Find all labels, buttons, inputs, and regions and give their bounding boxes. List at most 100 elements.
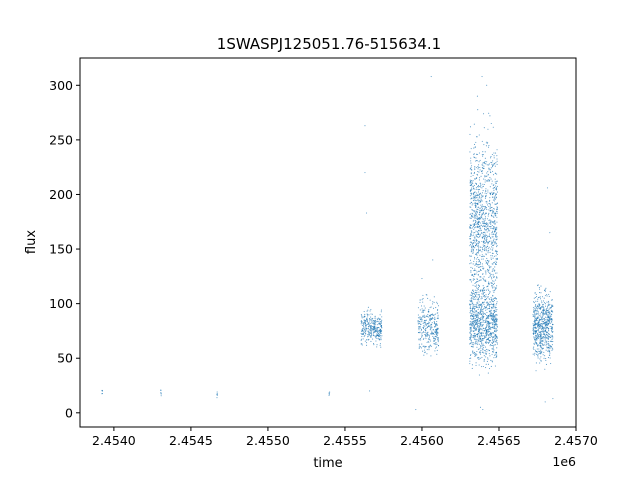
- data-point: [368, 323, 370, 326]
- data-point: [496, 347, 498, 349]
- data-point: [482, 164, 484, 166]
- data-point: [535, 319, 537, 321]
- data-point: [368, 314, 370, 316]
- data-point: [474, 295, 477, 297]
- data-point: [546, 326, 548, 328]
- data-point: [472, 193, 474, 195]
- data-point: [534, 326, 536, 328]
- data-point: [491, 209, 493, 211]
- data-point: [539, 339, 541, 341]
- data-point: [488, 144, 490, 147]
- data-point: [471, 315, 473, 317]
- data-point: [424, 307, 426, 309]
- data-point: [549, 319, 551, 321]
- data-point: [540, 356, 542, 358]
- data-point: [474, 355, 476, 357]
- data-point: [435, 313, 437, 315]
- data-point: [486, 172, 488, 174]
- data-point: [494, 219, 496, 222]
- data-point: [549, 303, 551, 306]
- data-point: [549, 345, 551, 347]
- data-point: [475, 353, 477, 355]
- data-point: [477, 339, 479, 341]
- data-point: [478, 352, 480, 354]
- data-point: [329, 391, 331, 393]
- data-point: [435, 331, 437, 333]
- data-point: [496, 277, 498, 279]
- data-point: [493, 300, 496, 302]
- data-point: [362, 338, 364, 340]
- data-point: [378, 335, 380, 337]
- data-point: [545, 349, 547, 351]
- data-point: [493, 305, 495, 308]
- data-point: [475, 281, 478, 283]
- data-point: [494, 297, 496, 299]
- data-point: [472, 334, 475, 337]
- data-point: [475, 342, 477, 344]
- data-point: [494, 241, 496, 243]
- data-point: [470, 245, 473, 247]
- data-point: [374, 330, 376, 332]
- data-point: [435, 333, 437, 336]
- data-point: [544, 303, 546, 305]
- data-point: [484, 349, 486, 352]
- data-point: [472, 301, 474, 303]
- data-point: [485, 239, 487, 242]
- data-point: [488, 260, 490, 262]
- data-point: [495, 324, 497, 326]
- data-point: [538, 314, 540, 316]
- data-point: [370, 331, 373, 333]
- data-point: [482, 365, 484, 368]
- data-point: [539, 344, 542, 347]
- data-point: [484, 176, 486, 178]
- data-point: [487, 191, 489, 193]
- data-point: [472, 216, 474, 218]
- data-point: [491, 339, 493, 341]
- data-point: [485, 250, 487, 252]
- data-point: [481, 204, 483, 206]
- data-point: [472, 324, 474, 327]
- data-point: [494, 163, 496, 165]
- data-point: [552, 337, 554, 339]
- data-point: [472, 242, 475, 244]
- data-point: [495, 341, 497, 343]
- data-point: [419, 331, 421, 333]
- data-point: [482, 311, 484, 313]
- data-point: [486, 180, 488, 182]
- data-point: [474, 319, 476, 321]
- data-point: [429, 339, 431, 341]
- data-point: [478, 161, 480, 163]
- data-point: [535, 331, 537, 333]
- data-point: [484, 280, 486, 282]
- data-point: [488, 311, 491, 313]
- data-point: [482, 151, 484, 153]
- data-point: [487, 235, 489, 237]
- data-point: [368, 331, 370, 333]
- data-point: [479, 268, 482, 270]
- data-point: [534, 307, 536, 309]
- data-point: [365, 333, 367, 335]
- data-point: [470, 175, 472, 177]
- data-point: [479, 224, 481, 226]
- data-point: [490, 255, 492, 257]
- data-point: [495, 315, 497, 317]
- data-point: [541, 318, 543, 320]
- data-point: [534, 312, 536, 314]
- data-point: [379, 321, 381, 323]
- data-point: [489, 203, 492, 205]
- data-point: [431, 332, 433, 334]
- data-point: [478, 235, 480, 237]
- data-point: [490, 301, 492, 303]
- data-point: [471, 320, 473, 322]
- data-point: [490, 171, 492, 173]
- data-point: [379, 343, 381, 345]
- data-point: [492, 160, 494, 162]
- data-point: [470, 327, 472, 329]
- data-point: [469, 126, 472, 128]
- data-point: [496, 302, 498, 304]
- data-point: [494, 266, 496, 268]
- data-point: [495, 193, 497, 195]
- data-point: [432, 329, 435, 331]
- data-point: [480, 256, 483, 258]
- data-point: [421, 332, 423, 334]
